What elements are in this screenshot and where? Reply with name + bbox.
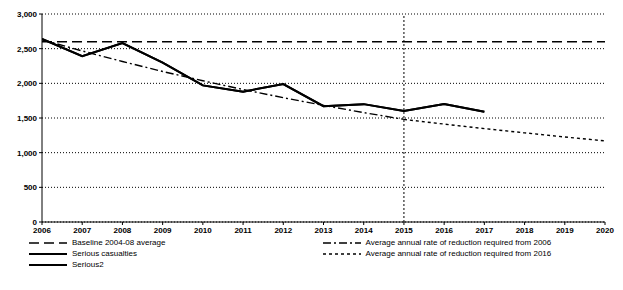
html-text:Baseline 2004-08 average: Baseline 2004-08 average	[72, 238, 166, 247]
html-text:Serious2: Serious2	[72, 260, 104, 269]
svg-text:2019: 2019	[556, 226, 574, 235]
svg-text:3,000: 3,000	[17, 10, 38, 19]
svg-text:2007: 2007	[73, 226, 91, 235]
svg-text:2016: 2016	[435, 226, 453, 235]
svg-text:500: 500	[24, 183, 38, 192]
svg-text:2015: 2015	[395, 226, 413, 235]
svg-text:2,000: 2,000	[17, 79, 38, 88]
svg-text:2011: 2011	[234, 226, 252, 235]
svg-text:2010: 2010	[194, 226, 212, 235]
svg-text:1,000: 1,000	[17, 149, 38, 158]
svg-text:2,500: 2,500	[17, 45, 38, 54]
svg-text:2013: 2013	[315, 226, 333, 235]
svg-text:1,500: 1,500	[17, 114, 38, 123]
svg-text:2006: 2006	[33, 226, 51, 235]
svg-text:2008: 2008	[114, 226, 132, 235]
svg-text:2020: 2020	[596, 226, 614, 235]
html-text:Serious casualties: Serious casualties	[72, 249, 137, 258]
svg-text:2014: 2014	[355, 226, 373, 235]
svg-text:2012: 2012	[274, 226, 292, 235]
html-text:Average annual rate of reducti: Average annual rate of reduction require…	[365, 249, 552, 258]
svg-text:2018: 2018	[516, 226, 534, 235]
html-text:Average annual rate of reducti: Average annual rate of reduction require…	[365, 238, 552, 247]
svg-text:2017: 2017	[475, 226, 493, 235]
svg-text:2009: 2009	[154, 226, 172, 235]
svg-text:0: 0	[33, 218, 38, 227]
